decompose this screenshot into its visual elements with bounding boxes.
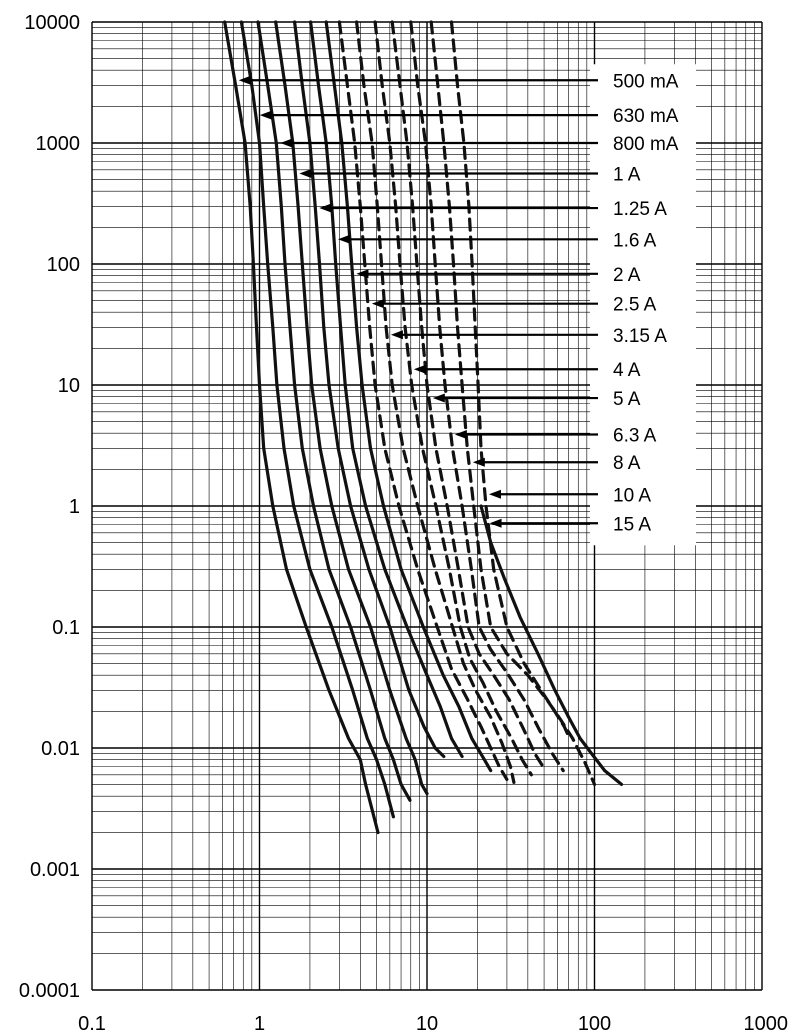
series-line-2 [256,20,412,802]
y-tick-label: 0.0001 [19,980,80,1002]
series-line-9 [373,20,533,777]
series-line-14 [479,504,624,786]
legend-arrowhead-12 [472,457,485,467]
legend-arrowhead-10 [432,393,445,403]
curves [223,20,624,835]
legend: 500 mA 630 mA 800 mA 1 A 1.25 A 1.6 A 2 A 2.5 A… [238,64,696,546]
legend-label-1: 630 mA [613,106,679,127]
legend-arrowhead-14 [489,518,502,528]
x-tick-label: 10 [416,1013,438,1035]
y-tick-label: 0.01 [41,738,80,760]
y-tick-label: 0.001 [30,859,80,881]
legend-label-13: 10 A [613,485,651,506]
legend-label-9: 4 A [613,360,641,381]
legend-label-8: 3.15 A [613,326,667,347]
series-line-13 [449,20,572,740]
y-tick-label: 1 [69,496,80,518]
y-tick-label: 100 [47,254,80,276]
series-line-3 [274,20,429,796]
legend-label-6: 2 A [613,265,641,286]
series-line-6 [324,20,493,773]
series-line-10 [390,20,548,773]
legend-arrowhead-8 [390,330,403,340]
legend-arrowhead-3 [299,168,312,178]
x-tick-label: 1 [254,1013,265,1035]
series-line-4 [293,20,446,759]
legend-label-7: 2.5 A [613,295,657,316]
legend-label-11: 6.3 A [613,425,657,446]
legend-label-4: 1.25 A [613,199,667,220]
legend-label-14: 15 A [613,514,651,535]
y-tick-label: 10000 [24,12,80,34]
series-line-8 [355,20,516,784]
series-line-7 [337,20,509,781]
series-line-12 [429,20,597,786]
tick-labels: 10000 1000 100 10 1 0.1 0.01 0.001 0.0001 0.1 1 10 1… [19,12,788,1035]
legend-label-2: 800 mA [613,134,679,155]
legend-label-5: 1.6 A [613,230,657,251]
legend-arrowhead-6 [356,269,369,279]
legend-arrowhead-1 [259,110,272,120]
x-tick-label: 100 [578,1013,611,1035]
legend-label-0: 500 mA [613,71,679,92]
legend-arrowhead-13 [488,489,501,499]
x-tick-label: 1000 [744,1013,789,1035]
y-tick-label: 0.1 [52,617,80,639]
legend-label-3: 1 A [613,164,641,185]
x-tick-label: 0.1 [78,1013,106,1035]
legend-box [590,64,696,546]
series-line-5 [309,20,464,759]
y-tick-label: 1000 [36,133,81,155]
legend-label-10: 5 A [613,389,641,410]
legend-arrowhead-2 [280,138,293,148]
series-line-0 [223,20,380,835]
legend-arrowhead-9 [413,364,426,374]
legend-arrowhead-7 [371,299,384,309]
legend-arrowhead-5 [338,234,351,244]
legend-label-12: 8 A [613,453,641,474]
y-tick-label: 10 [58,375,80,397]
series-line-1 [239,20,395,819]
legend-arrowhead-11 [454,429,467,439]
legend-arrowhead-0 [238,75,251,85]
legend-arrowhead-4 [319,203,332,213]
series-line-11 [409,20,565,773]
